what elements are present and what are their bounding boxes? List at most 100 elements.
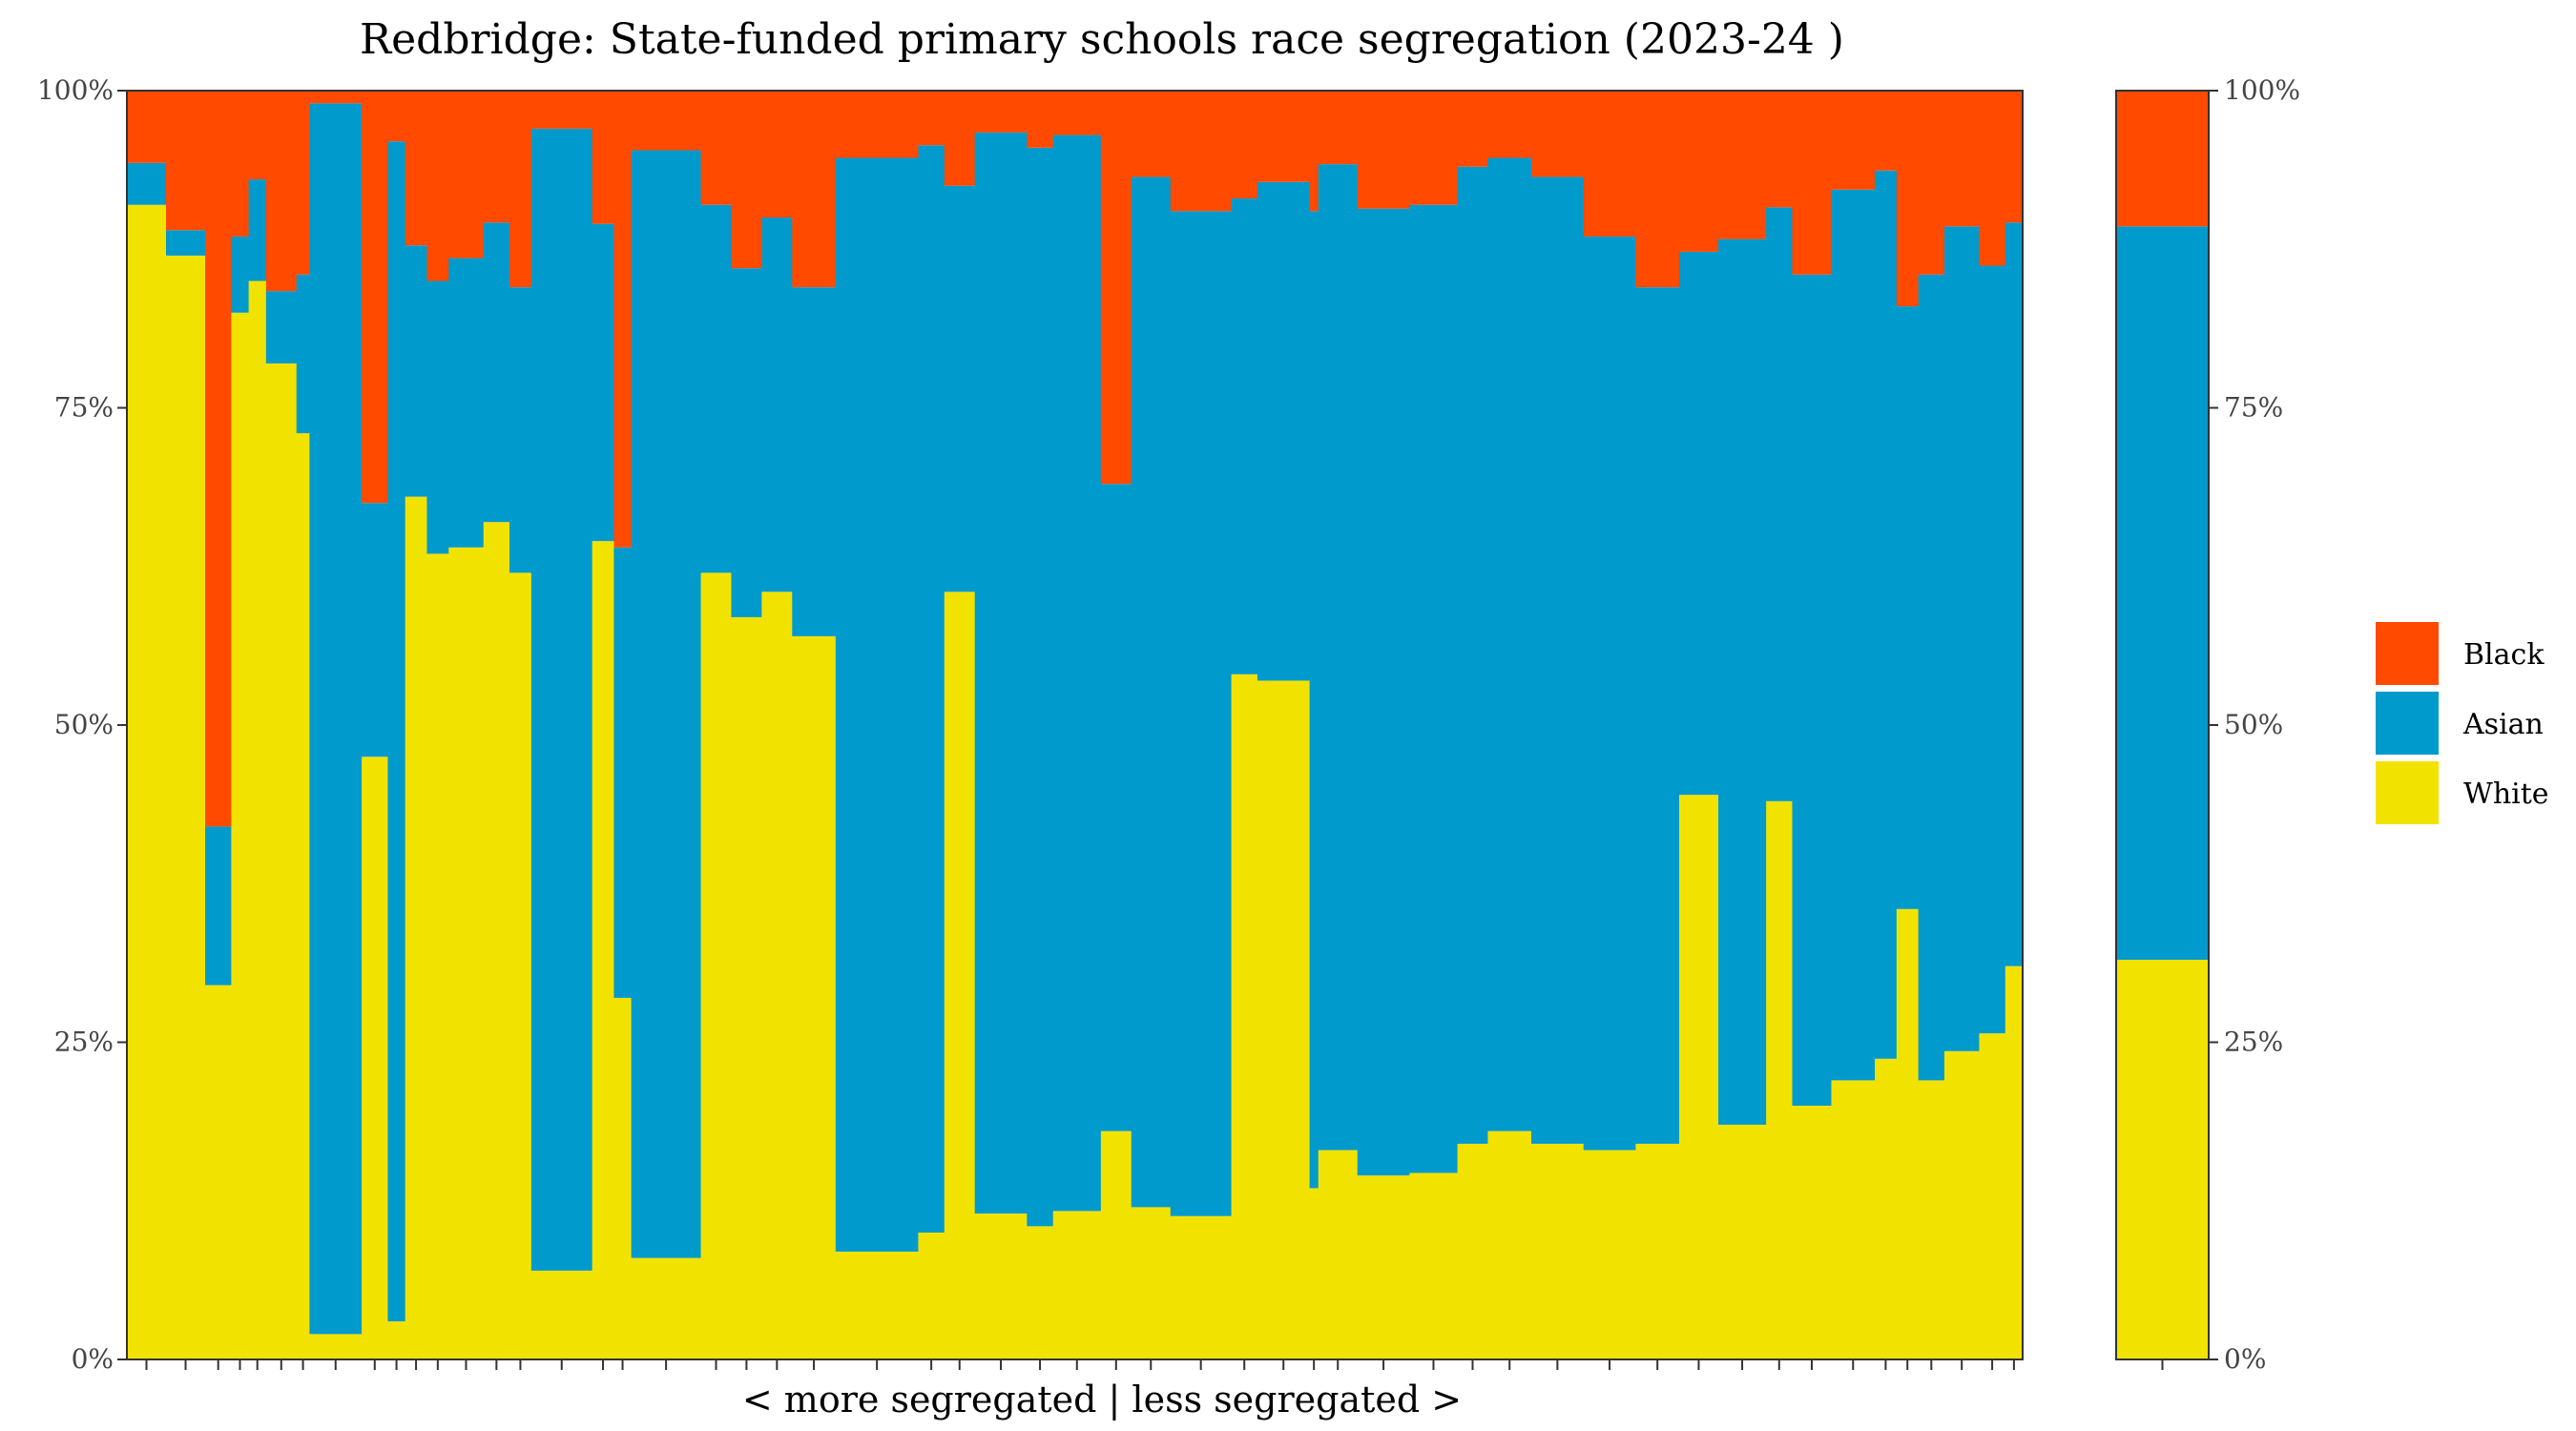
bar-segment-white [1171,1216,1232,1359]
bar-segment-white [701,572,733,1359]
bar-segment-asian [1584,237,1636,1151]
school-bar-8 [309,91,362,1359]
bar-segment-asian [1487,157,1531,1130]
bar-segment-white [1257,680,1310,1359]
school-bar-24 [836,91,919,1359]
school-bar-12 [426,91,448,1359]
bar-segment-black [632,91,702,151]
legend-item-white: White [2376,761,2549,824]
school-bar-37 [1358,91,1410,1359]
bar-segment-asian [1358,209,1410,1175]
school-bar-27 [975,91,1028,1359]
bar-segment-black [127,91,167,163]
bar-segment-asian [1409,205,1458,1173]
school-bar-17 [592,91,614,1359]
school-bar-15 [509,91,531,1359]
bar-segment-black [613,91,632,548]
school-bar-13 [448,91,484,1359]
bar-segment-white [1487,1131,1531,1359]
bar-segment-black [231,91,249,237]
school-bar-40 [1487,91,1531,1359]
bar-segment-white [405,497,427,1359]
overall-segment-white [2116,960,2209,1359]
bar-segment-black [1584,91,1636,237]
bar-segment-black [387,91,405,141]
school-bar-50 [1897,91,1919,1359]
school-bar-25 [918,91,945,1359]
school-bars [127,91,2024,1359]
school-bar-3 [205,91,232,1359]
bar-segment-asian [1171,211,1232,1215]
bar-segment-asian [1101,484,1132,1130]
bar-segment-white [531,1271,592,1359]
school-bar-21 [731,91,762,1359]
bar-segment-white [1766,801,1793,1359]
bar-segment-white [731,617,762,1359]
bar-segment-black [731,91,762,268]
school-bar-4 [231,91,249,1359]
bar-segment-black [309,91,362,103]
bar-segment-black [1232,91,1258,198]
bar-segment-black [945,91,976,186]
bar-segment-asian [448,259,484,548]
bar-segment-asian [945,186,976,592]
school-bar-44 [1679,91,1719,1359]
bar-segment-white [1875,1059,1897,1359]
bar-segment-white [1458,1144,1489,1359]
school-bar-41 [1531,91,1584,1359]
school-bar-30 [1101,91,1132,1359]
bar-segment-white [509,572,531,1359]
bar-segment-asian [484,222,510,522]
bar-segment-white [249,281,267,1360]
bar-segment-white [1944,1051,1980,1359]
legend-label-black: Black [2463,638,2545,672]
bar-segment-white [266,363,298,1359]
bar-segment-asian [1232,198,1258,674]
bar-segment-black [1257,91,1310,182]
legend-item-asian: Asian [2376,692,2544,755]
school-bar-39 [1458,91,1489,1359]
bar-segment-white [761,591,793,1359]
bar-segment-black [266,91,298,291]
bar-segment-black [1979,91,2005,266]
bar-segment-white [1831,1080,1875,1359]
bar-segment-black [1897,91,1919,306]
school-bar-29 [1053,91,1102,1359]
school-bar-47 [1792,91,1832,1359]
bar-segment-black [297,91,310,275]
school-bar-1 [127,91,167,1359]
school-bar-22 [761,91,793,1359]
bar-segment-asian [1792,275,1832,1106]
school-bar-42 [1584,91,1636,1359]
right-y-tick-label: 0% [2224,1343,2266,1375]
bar-segment-asian [127,163,167,205]
bar-segment-asian [792,287,836,636]
bar-segment-black [761,91,793,218]
bar-segment-asian [1679,252,1719,795]
school-bar-11 [405,91,427,1359]
legend-label-white: White [2463,778,2549,811]
bar-segment-asian [1979,266,2005,1034]
bar-segment-white [918,1233,945,1359]
bar-segment-asian [1458,167,1489,1144]
bar-segment-asian [166,230,206,256]
bar-segment-white [1979,1033,2005,1359]
school-bar-32 [1171,91,1232,1359]
bar-segment-white [1897,909,1919,1359]
bar-segment-white [448,548,484,1359]
bar-segment-white [792,636,836,1359]
bar-segment-black [1875,91,1897,171]
bar-segment-white [426,553,448,1359]
bar-segment-asian [1718,239,1767,1125]
bar-segment-asian [205,826,232,985]
bar-segment-black [1679,91,1719,252]
bar-segment-white [836,1252,919,1359]
bar-segment-white [127,205,167,1359]
bar-segment-asian [531,129,592,1271]
bar-segment-black [1132,91,1172,176]
bar-segment-asian [362,503,388,757]
bar-segment-white [1531,1144,1584,1359]
bar-segment-asian [1310,211,1319,1188]
bar-segment-asian [1919,275,1945,1081]
bar-segment-black [1053,91,1102,135]
